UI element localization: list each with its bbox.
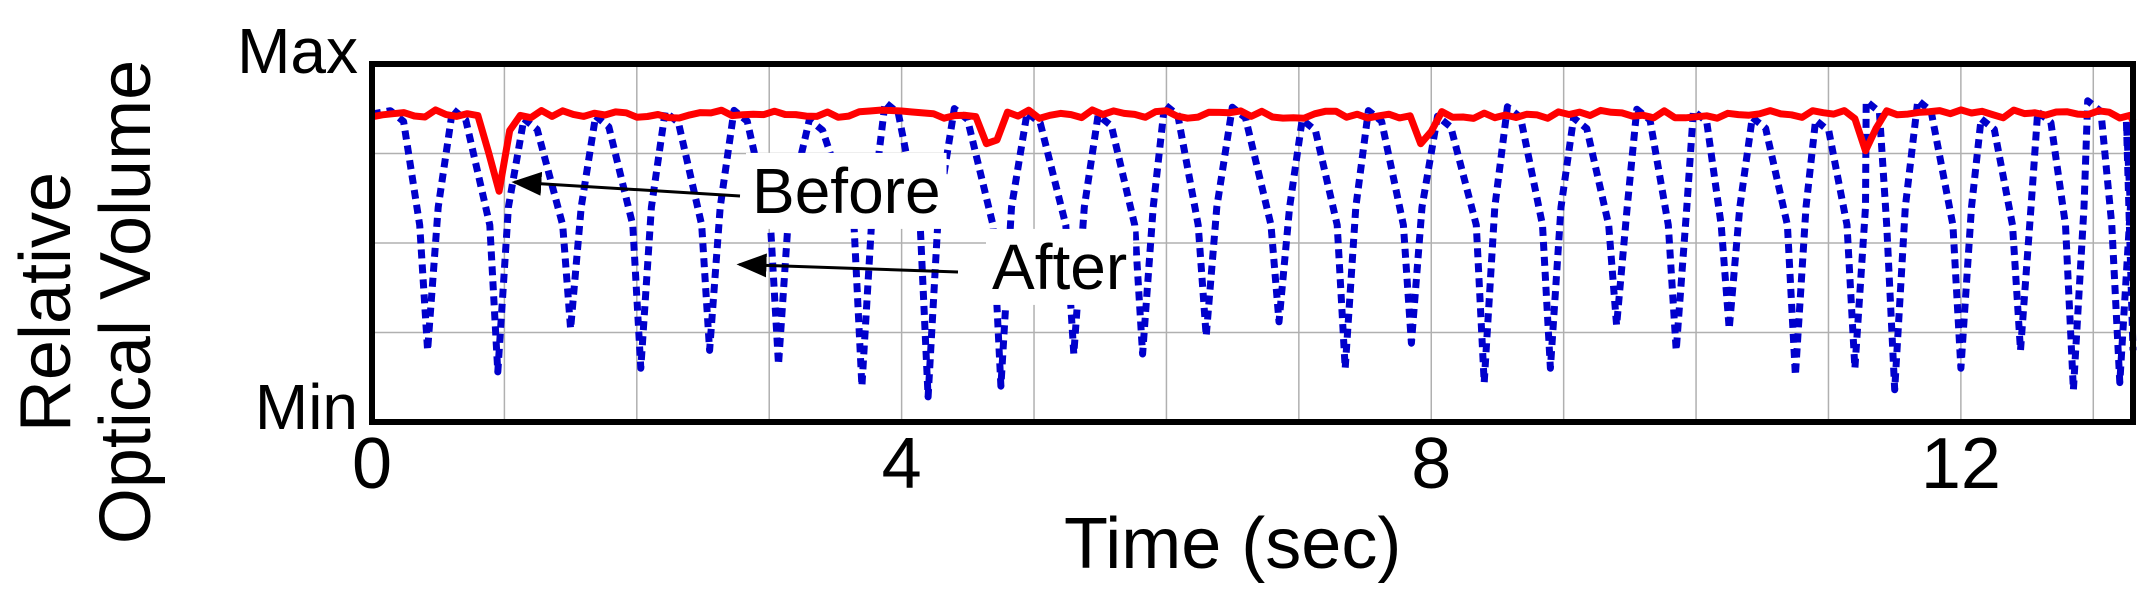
series-before-line [371, 106, 2137, 195]
annotations: Before After [511, 152, 1134, 305]
y-tick-label-max: Max [237, 15, 358, 87]
annotation-arrow [511, 171, 741, 198]
annotation-label-bg [746, 152, 947, 229]
y-axis-label: Relative Optical Volume [6, 60, 166, 544]
y-axis-label-line-1: Relative [6, 172, 86, 432]
x-tick-labels: 0 4 8 12 [352, 424, 2001, 504]
x-tick-label: 12 [1921, 424, 2001, 504]
plot-frame [369, 61, 2136, 425]
annotation-before: Before [511, 152, 947, 229]
x-tick-label: 4 [882, 424, 922, 504]
x-tick-label: 8 [1411, 424, 1451, 504]
annotation-arrow [736, 253, 959, 278]
y-tick-label-min: Min [255, 371, 358, 443]
annotation-label: Before [752, 155, 941, 227]
annotation-label-bg [986, 228, 1134, 305]
y-axis-label-line-2: Optical Volume [86, 60, 166, 544]
annotation-after: After [736, 228, 1134, 305]
x-axis-label: Time (sec) [1064, 504, 1401, 584]
series-after-line [371, 96, 2137, 401]
grid [372, 64, 2133, 422]
series-layer [371, 96, 2137, 401]
annotation-label: After [992, 231, 1127, 303]
x-tick-label: 0 [352, 424, 392, 504]
